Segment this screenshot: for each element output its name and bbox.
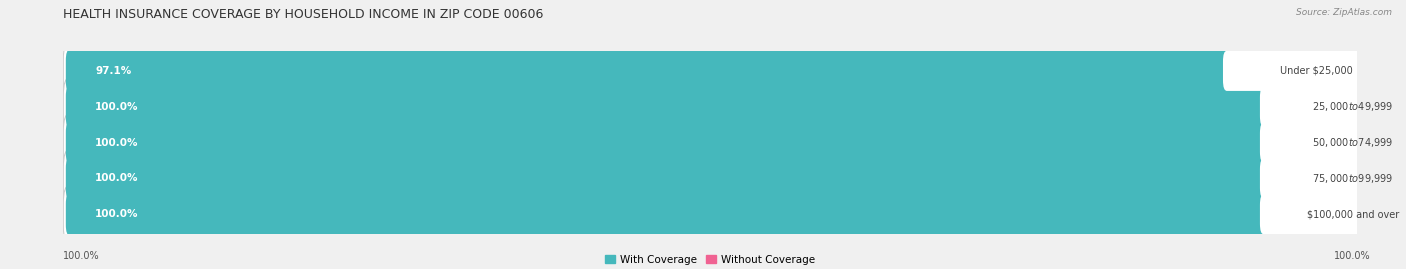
FancyBboxPatch shape — [1260, 87, 1406, 127]
FancyBboxPatch shape — [66, 193, 1348, 235]
Text: $50,000 to $74,999: $50,000 to $74,999 — [1312, 136, 1393, 149]
FancyBboxPatch shape — [63, 42, 1350, 100]
Text: $75,000 to $99,999: $75,000 to $99,999 — [1312, 172, 1393, 185]
Text: 100.0%: 100.0% — [1334, 251, 1371, 261]
FancyBboxPatch shape — [63, 185, 1350, 243]
FancyBboxPatch shape — [1303, 50, 1393, 92]
FancyBboxPatch shape — [66, 157, 1348, 200]
FancyBboxPatch shape — [1340, 193, 1406, 235]
FancyBboxPatch shape — [1340, 121, 1406, 164]
Text: 100.0%: 100.0% — [96, 209, 139, 219]
FancyBboxPatch shape — [1260, 194, 1406, 234]
FancyBboxPatch shape — [1260, 158, 1406, 199]
Text: 100.0%: 100.0% — [96, 102, 139, 112]
Text: 100.0%: 100.0% — [96, 137, 139, 148]
Text: 100.0%: 100.0% — [63, 251, 100, 261]
Text: $25,000 to $49,999: $25,000 to $49,999 — [1312, 100, 1393, 113]
Text: 97.1%: 97.1% — [96, 66, 131, 76]
FancyBboxPatch shape — [1223, 51, 1406, 91]
FancyBboxPatch shape — [66, 86, 1348, 128]
FancyBboxPatch shape — [66, 50, 1310, 92]
FancyBboxPatch shape — [63, 149, 1350, 207]
FancyBboxPatch shape — [63, 78, 1350, 136]
FancyBboxPatch shape — [66, 121, 1348, 164]
Text: Source: ZipAtlas.com: Source: ZipAtlas.com — [1296, 8, 1392, 17]
Text: Under $25,000: Under $25,000 — [1279, 66, 1353, 76]
FancyBboxPatch shape — [1340, 157, 1406, 200]
Text: 100.0%: 100.0% — [96, 174, 139, 183]
FancyBboxPatch shape — [1260, 122, 1406, 163]
Text: $100,000 and over: $100,000 and over — [1306, 209, 1399, 219]
Text: HEALTH INSURANCE COVERAGE BY HOUSEHOLD INCOME IN ZIP CODE 00606: HEALTH INSURANCE COVERAGE BY HOUSEHOLD I… — [63, 8, 544, 21]
Legend: With Coverage, Without Coverage: With Coverage, Without Coverage — [600, 251, 820, 269]
FancyBboxPatch shape — [63, 114, 1350, 172]
FancyBboxPatch shape — [1340, 86, 1406, 128]
